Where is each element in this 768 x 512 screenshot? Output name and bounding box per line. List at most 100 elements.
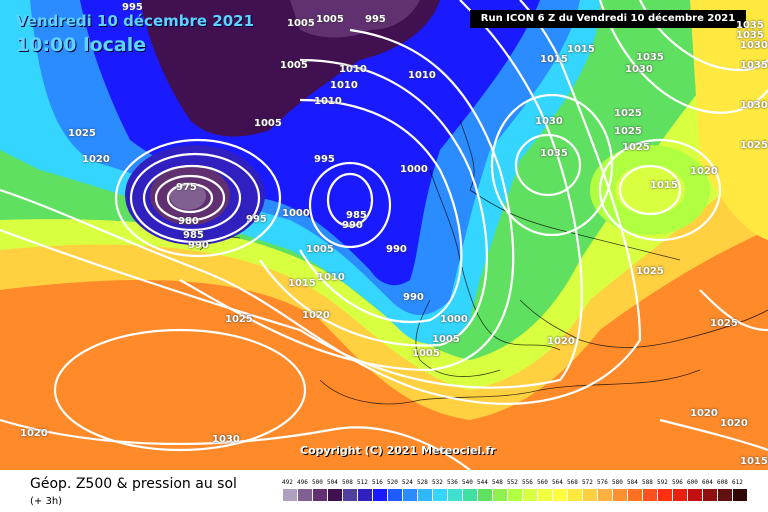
isobar-label: 1020 [690,408,718,419]
isobar-label: 985 [346,210,367,221]
legend-swatch [433,489,448,501]
legend-swatch [388,489,403,501]
legend-swatch [463,489,478,501]
isobar-label: 990 [188,240,209,251]
legend-value: 572 [582,479,593,486]
isobar-label: 1015 [740,456,768,467]
legend-swatch [553,489,568,501]
legend-swatch [358,489,373,501]
isobar-label: 980 [178,216,199,227]
legend-value: 552 [507,479,518,486]
legend-swatch [448,489,463,501]
legend-value: 524 [402,479,413,486]
legend-swatch [583,489,598,501]
legend-swatch [328,489,343,501]
legend-value: 496 [297,479,308,486]
legend-value: 560 [537,479,548,486]
legend-value: 512 [357,479,368,486]
legend-swatch [478,489,493,501]
isobar-label: 1025 [225,314,253,325]
isobar-label: 1035 [636,52,664,63]
legend-swatch [643,489,658,501]
legend-swatch [568,489,583,501]
isobar-label: 995 [122,2,143,13]
isobar-label: 1015 [650,180,678,191]
isobar-label: 1030 [535,116,563,127]
legend-swatch [373,489,388,501]
legend-swatch [628,489,643,501]
legend-value: 508 [342,479,353,486]
isobar-label: 1035 [740,60,768,71]
legend-swatch [613,489,628,501]
legend-swatch [418,489,433,501]
legend-value: 600 [687,479,698,486]
isobar-label: 995 [246,214,267,225]
isobar-label: 1020 [20,428,48,439]
isobar-label: 1025 [614,108,642,119]
isobar-label: 990 [342,220,363,231]
legend-swatch [688,489,703,501]
legend-value: 608 [717,479,728,486]
legend-value: 576 [597,479,608,486]
legend-value: 500 [312,479,323,486]
legend-value: 520 [387,479,398,486]
isobar-label: 1035 [540,148,568,159]
legend-value: 536 [447,479,458,486]
copyright-text: Copyright (C) 2021 Meteociel.fr [300,444,496,457]
isobar-label: 1025 [636,266,664,277]
legend-swatch [598,489,613,501]
legend-value: 596 [672,479,683,486]
legend-swatch [493,489,508,501]
isobar-label: 1030 [212,434,240,445]
legend-value: 592 [657,479,668,486]
isobar-label: 1000 [282,208,310,219]
isobar-label: 1010 [339,64,367,75]
isobar-label: 1000 [400,164,428,175]
legend-value: 492 [282,479,293,486]
legend-swatch [538,489,553,501]
legend-swatch [283,489,298,501]
isobar-label: 1025 [740,140,768,151]
isobar-label: 1010 [408,70,436,81]
legend-swatch [403,489,418,501]
isobar-label: 1005 [254,118,282,129]
isobar-label: 1015 [288,278,316,289]
legend-swatch [718,489,733,501]
isobar-label: 1020 [547,336,575,347]
isobar-label: 1005 [412,348,440,359]
legend-swatch [523,489,538,501]
isobar-label: 1005 [432,334,460,345]
isobar-label: 995 [314,154,335,165]
isobar-label: 1030 [740,100,768,111]
isobar-label: 1020 [302,310,330,321]
isobar-label: 1005 [280,60,308,71]
legend-value: 540 [462,479,473,486]
date-label: Vendredi 10 décembre 2021 [16,12,255,30]
legend-swatch [298,489,313,501]
legend-value: 580 [612,479,623,486]
isobar-label: 1015 [567,44,595,55]
isobar-label: 1035 [736,30,764,41]
run-banner: Run ICON 6 Z du Vendredi 10 décembre 202… [470,10,746,28]
isobar-label: 1005 [306,244,334,255]
isobar-label: 995 [365,14,386,25]
isobar-label: 990 [386,244,407,255]
legend-value: 548 [492,479,503,486]
legend-value: 568 [567,479,578,486]
legend-value: 588 [642,479,653,486]
legend-value: 564 [552,479,563,486]
local-time-label: 10:00 locale [16,34,147,56]
isobar-label: 985 [183,230,204,241]
legend-value: 556 [522,479,533,486]
isobar-label: 1025 [710,318,738,329]
isobar-label: 1035 [736,20,764,31]
isobar-label: 1030 [625,64,653,75]
isobar-label: 1005 [316,14,344,25]
isobar-label: 990 [403,292,424,303]
isobar-label: 1005 [287,18,315,29]
isobar-label: 1020 [690,166,718,177]
legend-swatch [703,489,718,501]
isobar-label: 1000 [440,314,468,325]
legend-value: 528 [417,479,428,486]
legend-swatch [313,489,328,501]
